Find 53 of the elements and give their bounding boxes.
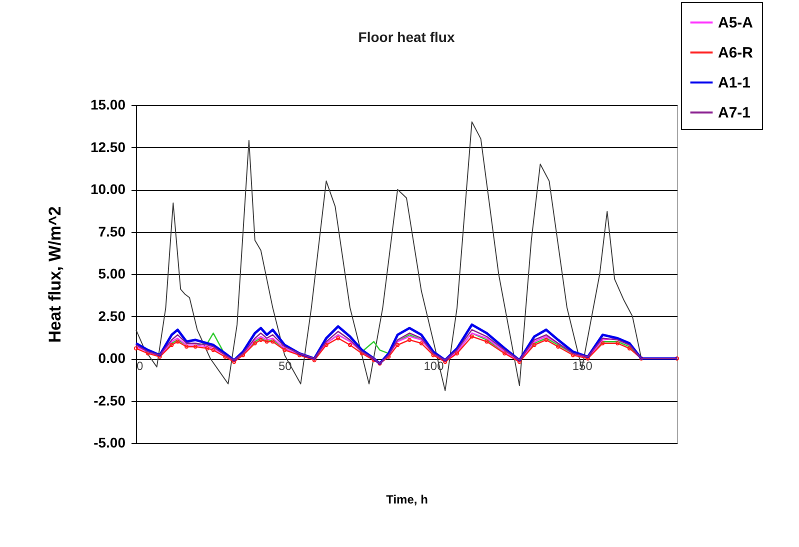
point	[627, 346, 632, 350]
y-tick-label: 5.00	[98, 266, 126, 282]
point	[396, 342, 400, 348]
point	[600, 341, 605, 346]
point	[170, 342, 174, 348]
point	[348, 342, 352, 348]
point	[324, 342, 328, 348]
legend-label: A6-R	[718, 44, 754, 62]
point	[223, 354, 228, 359]
y-tick-label: 2.50	[98, 308, 126, 324]
point	[336, 336, 340, 340]
point	[419, 341, 424, 346]
legend-label: A1-1	[718, 74, 751, 92]
point	[570, 353, 576, 358]
point	[240, 353, 246, 358]
point	[252, 341, 257, 346]
chart-title: Floor heat flux	[358, 29, 455, 45]
point	[176, 340, 180, 344]
x-axis-title: Time, h	[386, 492, 428, 506]
y-tick-label: -2.50	[94, 392, 126, 408]
point	[146, 351, 150, 356]
point	[378, 361, 382, 366]
point	[615, 341, 620, 346]
y-tick-label: 12.50	[90, 138, 126, 155]
point	[211, 348, 216, 352]
y-tick-label: 7.50	[98, 223, 126, 240]
point	[205, 346, 210, 350]
y-tick-label: -5.00	[94, 434, 126, 450]
y-axis-title: Heat flux, W/m^2	[45, 206, 64, 343]
point	[184, 344, 189, 349]
point	[484, 340, 489, 344]
legend-label: A5-A	[718, 14, 754, 32]
x-tick-label: 0	[136, 359, 144, 373]
point	[502, 351, 507, 356]
point	[532, 342, 536, 348]
point	[264, 340, 269, 344]
point	[258, 338, 263, 342]
point	[360, 351, 364, 356]
legend-label: A7-1	[718, 104, 751, 122]
point	[639, 356, 644, 361]
point	[556, 344, 560, 349]
point	[454, 351, 460, 356]
point	[431, 353, 436, 358]
point	[270, 340, 275, 344]
point	[470, 334, 474, 339]
point	[544, 338, 548, 342]
point	[407, 338, 412, 342]
y-tick-label: 15.00	[90, 96, 126, 112]
point	[193, 344, 198, 349]
point	[282, 348, 287, 352]
y-tick-label: 0.00	[98, 350, 126, 366]
x-tick-label: 50	[278, 359, 292, 373]
y-tick-label: 10.00	[90, 181, 126, 197]
